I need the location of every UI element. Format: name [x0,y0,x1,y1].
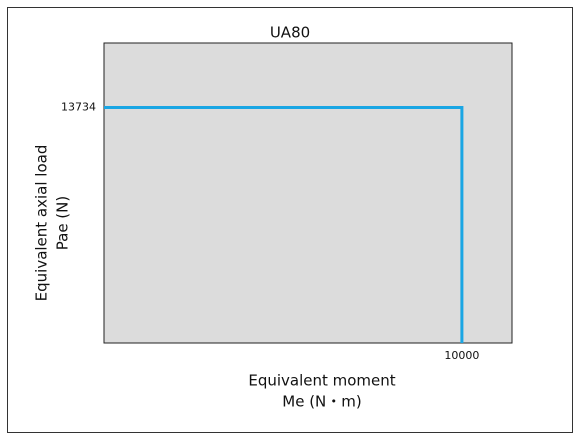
x-axis-label: Equivalent moment [248,372,395,390]
x-axis-label: Me (N・m) [282,393,361,411]
x-tick-label: 10000 [444,349,479,362]
y-tick-label: 13734 [61,101,96,114]
y-axis-label: Equivalent axial load [33,145,51,302]
plot-area [103,42,513,344]
y-axis-label: Pae (N) [54,196,72,251]
line [104,106,464,343]
chart-title: UA80 [270,24,310,42]
